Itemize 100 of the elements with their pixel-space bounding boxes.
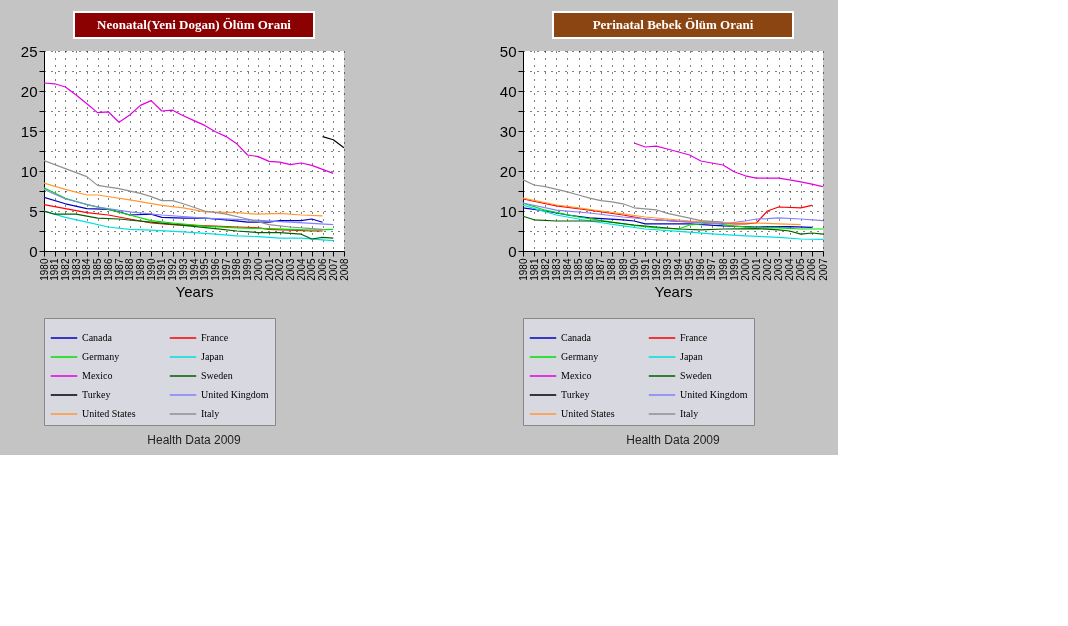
x-tick-label: 1996 (695, 258, 707, 281)
x-tick-label: 2007 (817, 258, 829, 281)
y-tick-label: 5 (29, 202, 38, 220)
x-tick-label: 1986 (102, 258, 114, 281)
x-tick-label: 1983 (550, 258, 562, 281)
legend-label: France (680, 332, 708, 343)
x-tick-label: 1982 (539, 258, 551, 281)
chart-title: Perinatal Bebek Ölüm Orani (592, 17, 754, 32)
text: Health Data 2009 (626, 433, 721, 447)
x-tick-label: 2004 (784, 258, 796, 281)
x-tick-label: 1982 (59, 258, 71, 281)
x-tick-label: 2004 (295, 258, 307, 281)
y-tick-label: 0 (508, 242, 517, 260)
x-tick-label: 1997 (220, 258, 232, 281)
legend-label: Canada (82, 332, 113, 343)
x-tick-label: 2002 (761, 258, 773, 281)
y-tick-label: 20 (499, 162, 517, 180)
x-tick-label: 1980 (517, 258, 529, 281)
x-tick-label: 1992 (650, 258, 662, 281)
line-series (44, 82, 334, 174)
legend-label: Canada (561, 332, 592, 343)
legend-label: Sweden (201, 370, 233, 381)
x-tick-label: 1981 (528, 258, 540, 281)
legend-label: United States (561, 408, 615, 419)
x-tick-label: 2002 (274, 258, 286, 281)
x-tick-label: 1984 (81, 258, 93, 281)
y-tick-label: 50 (499, 42, 517, 60)
y-tick-label: 30 (499, 122, 517, 140)
legend-label: Japan (680, 351, 703, 362)
legend-label: United States (82, 408, 136, 419)
text: Health Data 2009 (147, 433, 242, 447)
x-tick-label: 1984 (561, 258, 573, 281)
x-tick-label: 1995 (199, 258, 211, 281)
x-tick-label: 1999 (242, 258, 254, 281)
x-axis-title: Years (654, 282, 693, 300)
y-tick-label: 10 (499, 202, 517, 220)
x-tick-label: 1988 (124, 258, 136, 281)
x-tick-label: 1994 (673, 258, 685, 281)
y-tick-label: 15 (20, 122, 38, 140)
x-tick-label: 2001 (750, 258, 762, 281)
x-tick-label: 1980 (38, 258, 50, 281)
line-series (523, 202, 823, 230)
legend-label: United Kingdom (680, 389, 748, 400)
line-series (44, 160, 324, 230)
y-tick-label: 0 (29, 242, 38, 260)
line-series (523, 215, 823, 235)
x-tick-label: 2005 (306, 258, 318, 281)
x-tick-label: 1993 (177, 258, 189, 281)
x-tick-label: 2003 (773, 258, 785, 281)
x-tick-label: 2007 (327, 258, 339, 281)
x-tick-label: 2008 (338, 258, 350, 281)
x-tick-label: 2006 (806, 258, 818, 281)
x-axis-title: Years (175, 282, 214, 300)
x-tick-label: 1991 (639, 258, 651, 281)
line-series (523, 207, 813, 228)
x-tick-label: 1991 (156, 258, 168, 281)
x-tick-label: 1987 (595, 258, 607, 281)
legend-label: Sweden (680, 370, 712, 381)
x-tick-label: 1985 (573, 258, 585, 281)
x-tick-label: 2003 (284, 258, 296, 281)
legend-label: Italy (680, 408, 699, 419)
x-tick-label: 1997 (706, 258, 718, 281)
x-tick-label: 1996 (209, 258, 221, 281)
line-series (523, 202, 823, 225)
y-tick-label: 25 (20, 42, 38, 60)
legend-label: Mexico (561, 370, 592, 381)
line-series (633, 142, 823, 188)
x-tick-label: 1998 (717, 258, 729, 281)
line-series (44, 182, 324, 217)
x-tick-label: 1985 (92, 258, 104, 281)
legend-label: Italy (201, 408, 220, 419)
x-tick-label: 1990 (145, 258, 157, 281)
x-tick-label: 1995 (684, 258, 696, 281)
legend-label: United Kingdom (201, 389, 269, 400)
legend-label: Germany (82, 351, 120, 362)
line-series (523, 204, 823, 240)
x-tick-label: 1993 (661, 258, 673, 281)
y-tick-label: 20 (20, 82, 38, 100)
legend-label: Japan (201, 351, 224, 362)
legend-label: Mexico (82, 370, 113, 381)
x-tick-label: 1992 (167, 258, 179, 281)
x-tick-label: 2001 (263, 258, 275, 281)
x-tick-label: 1989 (134, 258, 146, 281)
x-tick-label: 1987 (113, 258, 125, 281)
line-series (523, 179, 724, 223)
legend-label: France (201, 332, 229, 343)
x-tick-label: 1999 (728, 258, 740, 281)
x-tick-label: 1983 (70, 258, 82, 281)
legend-label: Turkey (82, 389, 111, 400)
y-tick-label: 40 (499, 82, 517, 100)
legend-label: Turkey (561, 389, 590, 400)
x-tick-label: 1998 (231, 258, 243, 281)
x-tick-label: 1989 (617, 258, 629, 281)
x-tick-label: 2006 (317, 258, 329, 281)
x-tick-label: 1988 (606, 258, 618, 281)
x-tick-label: 1994 (188, 258, 200, 281)
line-series (44, 196, 324, 223)
x-tick-label: 1990 (628, 258, 640, 281)
x-tick-label: 2005 (795, 258, 807, 281)
legend-label: Germany (561, 351, 599, 362)
